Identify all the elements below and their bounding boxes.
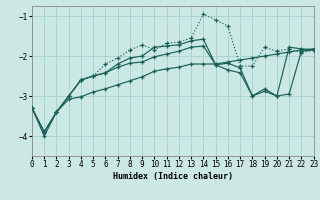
X-axis label: Humidex (Indice chaleur): Humidex (Indice chaleur) (113, 172, 233, 181)
